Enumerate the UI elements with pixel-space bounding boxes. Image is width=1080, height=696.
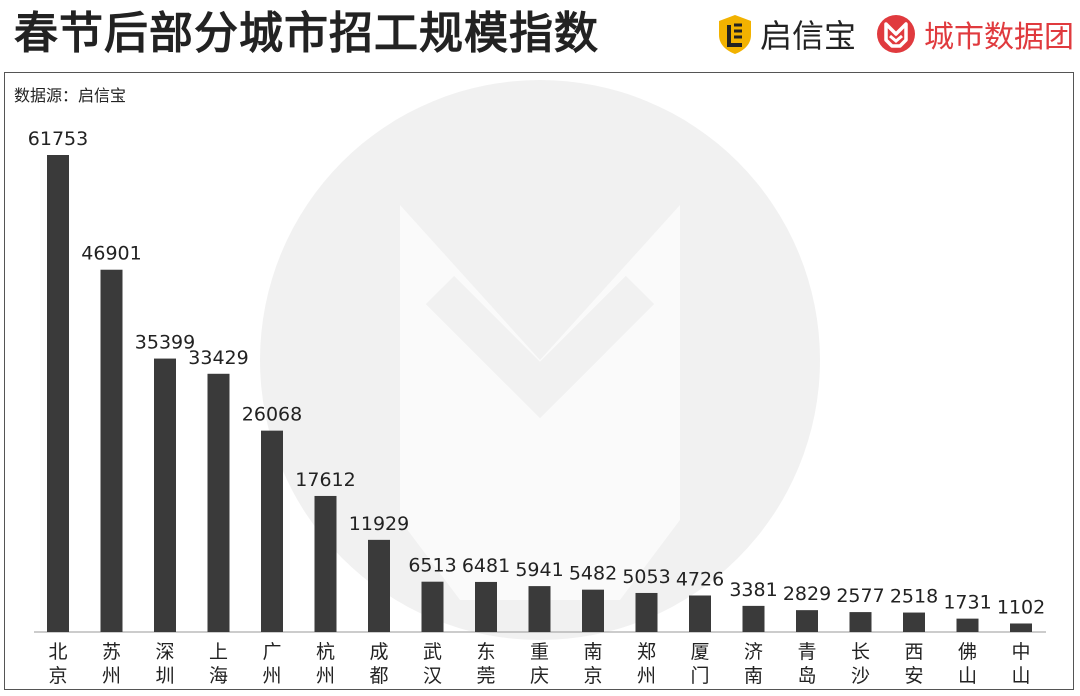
category-label-0-0: 北 bbox=[48, 641, 67, 663]
category-label-3-0: 上 bbox=[209, 641, 228, 663]
bar-13 bbox=[742, 605, 765, 632]
category-label-10-1: 京 bbox=[583, 665, 602, 687]
value-label-6: 11929 bbox=[349, 513, 409, 535]
category-label-18-1: 山 bbox=[1011, 665, 1030, 687]
value-label-1: 46901 bbox=[81, 243, 141, 265]
category-label-9-1: 庆 bbox=[530, 665, 549, 687]
category-label-5-1: 州 bbox=[316, 665, 335, 687]
bar-4 bbox=[261, 430, 283, 632]
city-data-logo-icon bbox=[877, 15, 915, 53]
value-label-7: 6513 bbox=[408, 555, 456, 577]
bar-10 bbox=[582, 589, 604, 632]
category-label-18-0: 中 bbox=[1011, 641, 1030, 663]
category-label-1-1: 州 bbox=[102, 665, 121, 687]
bar-12 bbox=[689, 595, 711, 632]
category-label-16-0: 西 bbox=[904, 641, 923, 663]
category-label-16-1: 安 bbox=[904, 665, 923, 687]
value-label-11: 5053 bbox=[622, 566, 670, 588]
value-label-0: 61753 bbox=[28, 128, 88, 150]
category-label-6-1: 都 bbox=[369, 665, 388, 687]
value-label-15: 2577 bbox=[836, 585, 884, 607]
category-label-11-1: 州 bbox=[637, 665, 656, 687]
category-label-10-0: 南 bbox=[583, 641, 602, 663]
category-label-15-0: 长 bbox=[851, 641, 870, 663]
value-label-18: 1102 bbox=[997, 596, 1045, 618]
value-label-8: 6481 bbox=[462, 555, 510, 577]
bar-3 bbox=[207, 373, 230, 632]
page-title: 春节后部分城市招工规模指数 bbox=[14, 8, 599, 59]
bar-14 bbox=[796, 610, 818, 632]
value-label-10: 5482 bbox=[569, 563, 617, 585]
category-label-12-0: 厦 bbox=[690, 641, 709, 663]
value-label-9: 5941 bbox=[515, 559, 563, 581]
value-label-4: 26068 bbox=[242, 404, 302, 426]
category-label-12-1: 门 bbox=[690, 665, 709, 687]
category-label-2-0: 深 bbox=[155, 641, 174, 663]
bar-2 bbox=[154, 358, 176, 632]
category-label-11-0: 郑 bbox=[637, 641, 656, 663]
bar-5 bbox=[314, 495, 337, 632]
bar-17 bbox=[956, 618, 979, 632]
brand-qixinbao-label: 启信宝 bbox=[760, 17, 857, 55]
category-label-2-1: 圳 bbox=[155, 665, 174, 687]
category-label-3-1: 海 bbox=[209, 665, 228, 687]
category-label-13-0: 济 bbox=[744, 641, 763, 663]
bar-8 bbox=[475, 581, 497, 632]
value-label-17: 1731 bbox=[943, 592, 991, 614]
category-label-13-1: 南 bbox=[744, 665, 763, 687]
value-label-5: 17612 bbox=[295, 469, 355, 491]
category-label-4-1: 州 bbox=[262, 665, 281, 687]
bar-15 bbox=[849, 612, 872, 632]
bar-18 bbox=[1010, 623, 1032, 632]
category-label-14-1: 岛 bbox=[797, 665, 816, 687]
value-label-12: 4726 bbox=[676, 568, 724, 590]
category-label-14-0: 青 bbox=[797, 641, 816, 663]
category-label-5-0: 杭 bbox=[316, 641, 335, 663]
bar-6 bbox=[368, 539, 390, 632]
chart-frame bbox=[4, 72, 1074, 690]
shield-logo-icon bbox=[719, 15, 751, 54]
category-label-7-0: 武 bbox=[423, 641, 442, 663]
category-label-6-0: 成 bbox=[369, 641, 388, 663]
brand-city-data: 城市数据团 bbox=[876, 12, 1074, 56]
watermark-logo bbox=[260, 80, 820, 640]
category-label-17-1: 山 bbox=[958, 665, 977, 687]
category-label-8-1: 莞 bbox=[476, 665, 495, 687]
category-label-9-0: 重 bbox=[530, 641, 549, 663]
bar-16 bbox=[903, 612, 925, 632]
category-label-7-1: 汉 bbox=[423, 665, 442, 687]
value-label-3: 33429 bbox=[188, 347, 248, 369]
bar-9 bbox=[528, 586, 551, 632]
brand-qixinbao: 启信宝 bbox=[716, 12, 856, 56]
value-label-13: 3381 bbox=[729, 579, 777, 601]
value-label-16: 2518 bbox=[890, 586, 938, 608]
category-label-0-1: 京 bbox=[48, 665, 67, 687]
category-label-17-0: 佛 bbox=[958, 641, 977, 663]
category-label-8-0: 东 bbox=[476, 641, 495, 663]
value-label-2: 35399 bbox=[135, 332, 195, 354]
category-label-4-0: 广 bbox=[262, 641, 281, 663]
bar-0 bbox=[47, 155, 69, 632]
category-label-15-1: 沙 bbox=[851, 665, 870, 687]
bar-1 bbox=[100, 269, 123, 632]
brand-city-data-label: 城市数据团 bbox=[924, 20, 1074, 55]
category-label-1-0: 苏 bbox=[102, 641, 121, 663]
bar-11 bbox=[635, 592, 658, 632]
source-label: 数据源：启信宝 bbox=[14, 86, 127, 105]
value-label-14: 2829 bbox=[783, 583, 831, 605]
bar-7 bbox=[421, 581, 444, 632]
